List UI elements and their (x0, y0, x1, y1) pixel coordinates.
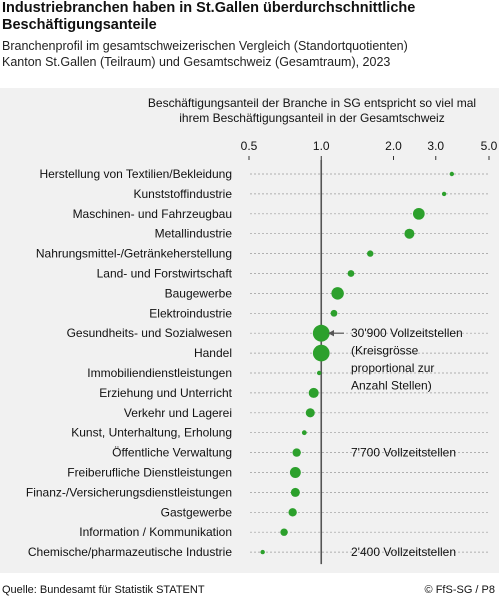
size-legend-label: 2'400 Vollzeitstellen (351, 545, 456, 559)
category-label: Gesundheits- und Sozialwesen (67, 326, 232, 340)
data-point (260, 549, 265, 555)
source-note: Quelle: Bundesamt für Statistik STATENT (2, 584, 205, 596)
category-label: Freiberufliche Dienstleistungen (67, 466, 232, 480)
data-point (449, 171, 455, 177)
size-legend-arrowhead (328, 330, 334, 337)
data-point (288, 508, 297, 517)
category-label: Öffentliche Verwaltung (112, 446, 232, 460)
category-label: Metallindustrie (155, 227, 233, 241)
credit-note: © FfS-SG / P8 (424, 584, 495, 596)
category-label: Baugewerbe (165, 286, 233, 300)
size-legend-label: 7'700 Vollzeitstellen (351, 446, 456, 460)
data-point (289, 467, 301, 478)
data-point (308, 387, 319, 398)
data-point (330, 309, 338, 317)
data-point (290, 487, 300, 497)
x-tick-label: 5.0 (481, 139, 498, 153)
category-label: Finanz-/Versicherungsdienstleistungen (26, 485, 232, 499)
data-point (292, 448, 301, 457)
data-point (331, 287, 344, 300)
size-legend-label: 30'900 Vollzeitstellen (351, 326, 463, 340)
data-point (367, 250, 374, 257)
x-tick-label: 3.0 (427, 139, 444, 153)
data-point (316, 370, 322, 376)
category-label: Immobiliendienstleistungen (87, 366, 232, 380)
category-label: Handel (194, 346, 232, 360)
chart-title: Industriebranchen haben in St.Gallen übe… (2, 0, 416, 33)
category-label: Kunst, Unterhaltung, Erholung (71, 426, 232, 440)
x-tick-label: 0.5 (241, 139, 258, 153)
category-label: Kunststoffindustrie (133, 187, 232, 201)
chart-subtitle: Branchenprofil im gesamtschweizerischen … (2, 38, 497, 70)
category-label: Verkehr und Lagerei (124, 406, 232, 420)
subtitle-line-2: Kanton St.Gallen (Teilraum) und Gesamtsc… (2, 55, 391, 69)
category-label: Maschinen- und Fahrzeugbau (73, 207, 232, 221)
x-axis-title-line-2: ihrem Beschäftigungsanteil in der Gesamt… (179, 111, 444, 125)
data-point (412, 207, 425, 220)
x-tick-label: 2.0 (385, 139, 402, 153)
size-legend-label: proportional zur (351, 361, 434, 375)
data-point (280, 528, 288, 536)
subtitle-line-1: Branchenprofil im gesamtschweizerischen … (2, 39, 408, 53)
x-axis-title-line-1: Beschäftigungsanteil der Branche in SG e… (148, 96, 476, 110)
size-legend-label: Anzahl Stellen) (351, 379, 432, 393)
data-point (441, 191, 447, 197)
category-label: Information / Kommunikation (79, 525, 232, 539)
category-label: Gastgewerbe (161, 505, 233, 519)
data-point (404, 228, 415, 239)
category-label: Nahrungsmittel-/Getränkeherstellung (36, 247, 232, 261)
category-label: Elektroindustrie (149, 306, 232, 320)
data-point (305, 408, 315, 418)
data-point (312, 344, 330, 362)
category-label: Land- und Forstwirtschaft (97, 267, 233, 281)
x-tick-label: 1.0 (313, 139, 330, 153)
data-point (347, 270, 355, 277)
category-label: Erziehung und Unterricht (99, 386, 232, 400)
category-label: Herstellung von Textilien/Bekleidung (39, 167, 232, 181)
size-legend-label: (Kreisgrösse (351, 344, 419, 358)
data-point (301, 430, 307, 436)
category-label: Chemische/pharmazeutische Industrie (28, 545, 232, 559)
data-point (312, 324, 330, 342)
